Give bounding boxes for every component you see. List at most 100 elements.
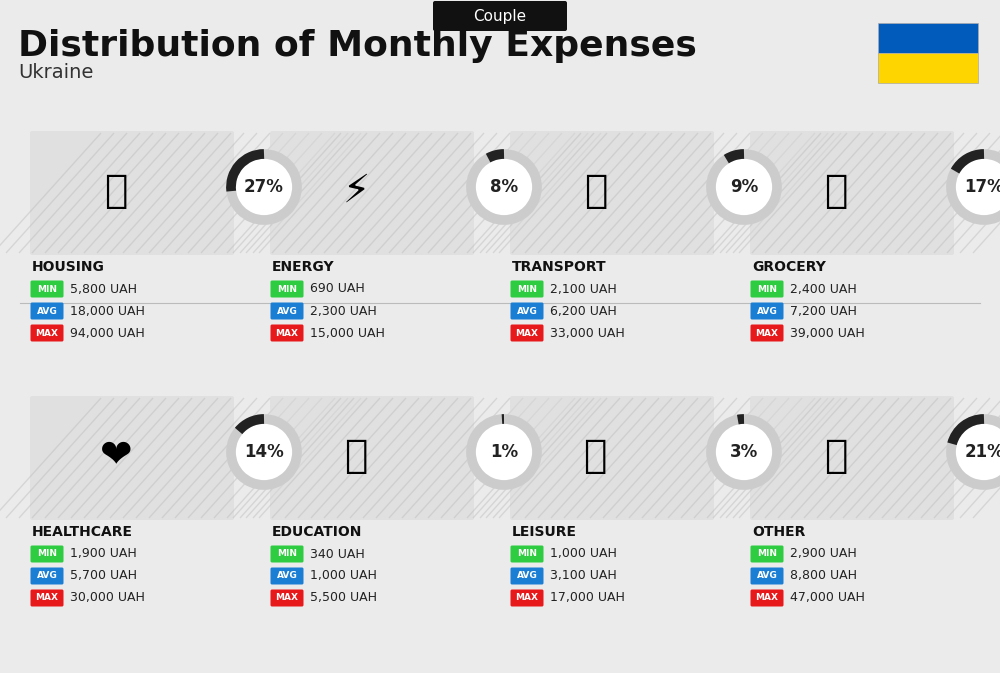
Text: 39,000 UAH: 39,000 UAH: [790, 326, 865, 339]
Text: 💰: 💰: [824, 437, 848, 474]
Text: 9%: 9%: [730, 178, 758, 196]
Circle shape: [948, 151, 1000, 223]
FancyBboxPatch shape: [511, 546, 544, 563]
Circle shape: [721, 429, 767, 475]
Text: MAX: MAX: [36, 594, 58, 602]
FancyBboxPatch shape: [30, 546, 64, 563]
FancyBboxPatch shape: [30, 281, 64, 297]
Circle shape: [948, 415, 1000, 489]
FancyBboxPatch shape: [270, 590, 304, 606]
Text: 3,100 UAH: 3,100 UAH: [550, 569, 617, 583]
Text: MIN: MIN: [277, 285, 297, 293]
Circle shape: [468, 415, 540, 489]
Text: 33,000 UAH: 33,000 UAH: [550, 326, 625, 339]
Text: 18,000 UAH: 18,000 UAH: [70, 304, 145, 318]
Text: MIN: MIN: [757, 285, 777, 293]
Text: 🛍️: 🛍️: [584, 437, 608, 474]
Text: 1,000 UAH: 1,000 UAH: [310, 569, 377, 583]
FancyBboxPatch shape: [433, 1, 567, 31]
Text: 1%: 1%: [490, 443, 518, 461]
Text: MIN: MIN: [277, 549, 297, 559]
FancyBboxPatch shape: [270, 546, 304, 563]
Text: HEALTHCARE: HEALTHCARE: [32, 525, 133, 539]
Circle shape: [241, 164, 287, 210]
Text: 8,800 UAH: 8,800 UAH: [790, 569, 857, 583]
Text: EDUCATION: EDUCATION: [272, 525, 362, 539]
Text: LEISURE: LEISURE: [512, 525, 577, 539]
Text: Distribution of Monthly Expenses: Distribution of Monthly Expenses: [18, 29, 697, 63]
Text: 3%: 3%: [730, 443, 758, 461]
Text: AVG: AVG: [517, 571, 537, 581]
Text: 15,000 UAH: 15,000 UAH: [310, 326, 385, 339]
FancyBboxPatch shape: [750, 324, 784, 341]
FancyBboxPatch shape: [270, 302, 304, 320]
Text: MIN: MIN: [517, 285, 537, 293]
Text: 17%: 17%: [964, 178, 1000, 196]
Text: 21%: 21%: [964, 443, 1000, 461]
Text: 🏢: 🏢: [104, 172, 128, 209]
Circle shape: [481, 164, 527, 210]
Text: MAX: MAX: [36, 328, 58, 337]
Text: ❤️: ❤️: [100, 437, 132, 474]
Text: ENERGY: ENERGY: [272, 260, 335, 274]
Text: 27%: 27%: [244, 178, 284, 196]
Circle shape: [468, 151, 540, 223]
Circle shape: [961, 429, 1000, 475]
Text: 5,500 UAH: 5,500 UAH: [310, 592, 377, 604]
Text: 30,000 UAH: 30,000 UAH: [70, 592, 145, 604]
Text: OTHER: OTHER: [752, 525, 805, 539]
Text: 6,200 UAH: 6,200 UAH: [550, 304, 617, 318]
Text: 7,200 UAH: 7,200 UAH: [790, 304, 857, 318]
Text: Couple: Couple: [473, 9, 527, 24]
Text: AVG: AVG: [757, 306, 777, 316]
Text: 8%: 8%: [490, 178, 518, 196]
FancyBboxPatch shape: [30, 324, 64, 341]
FancyBboxPatch shape: [270, 567, 304, 584]
Text: 5,700 UAH: 5,700 UAH: [70, 569, 137, 583]
Text: MIN: MIN: [37, 285, 57, 293]
Circle shape: [721, 164, 767, 210]
FancyBboxPatch shape: [511, 302, 544, 320]
FancyBboxPatch shape: [750, 131, 954, 255]
Text: 🎓: 🎓: [344, 437, 368, 474]
FancyBboxPatch shape: [750, 590, 784, 606]
FancyBboxPatch shape: [510, 131, 714, 255]
Text: MAX: MAX: [516, 328, 538, 337]
Text: AVG: AVG: [517, 306, 537, 316]
FancyBboxPatch shape: [30, 567, 64, 584]
FancyBboxPatch shape: [750, 567, 784, 584]
Text: 340 UAH: 340 UAH: [310, 548, 365, 561]
FancyBboxPatch shape: [30, 131, 234, 255]
FancyBboxPatch shape: [511, 324, 544, 341]
Text: AVG: AVG: [37, 306, 57, 316]
Text: 2,400 UAH: 2,400 UAH: [790, 283, 857, 295]
FancyBboxPatch shape: [878, 53, 978, 83]
Circle shape: [481, 429, 527, 475]
Text: 1,900 UAH: 1,900 UAH: [70, 548, 137, 561]
Text: 14%: 14%: [244, 443, 284, 461]
FancyBboxPatch shape: [30, 302, 64, 320]
Text: AVG: AVG: [277, 306, 297, 316]
Circle shape: [241, 429, 287, 475]
FancyBboxPatch shape: [750, 546, 784, 563]
Text: 47,000 UAH: 47,000 UAH: [790, 592, 865, 604]
FancyBboxPatch shape: [270, 281, 304, 297]
Text: 2,100 UAH: 2,100 UAH: [550, 283, 617, 295]
Circle shape: [228, 151, 300, 223]
FancyBboxPatch shape: [750, 281, 784, 297]
Text: MAX: MAX: [756, 328, 778, 337]
FancyBboxPatch shape: [750, 302, 784, 320]
FancyBboxPatch shape: [270, 131, 474, 255]
Circle shape: [961, 164, 1000, 210]
FancyBboxPatch shape: [878, 23, 978, 53]
FancyBboxPatch shape: [270, 324, 304, 341]
FancyBboxPatch shape: [511, 590, 544, 606]
FancyBboxPatch shape: [511, 567, 544, 584]
Text: 690 UAH: 690 UAH: [310, 283, 365, 295]
Text: AVG: AVG: [37, 571, 57, 581]
Text: 94,000 UAH: 94,000 UAH: [70, 326, 145, 339]
Circle shape: [708, 415, 780, 489]
FancyBboxPatch shape: [270, 396, 474, 520]
Text: ⚡: ⚡: [342, 172, 370, 209]
Text: AVG: AVG: [277, 571, 297, 581]
